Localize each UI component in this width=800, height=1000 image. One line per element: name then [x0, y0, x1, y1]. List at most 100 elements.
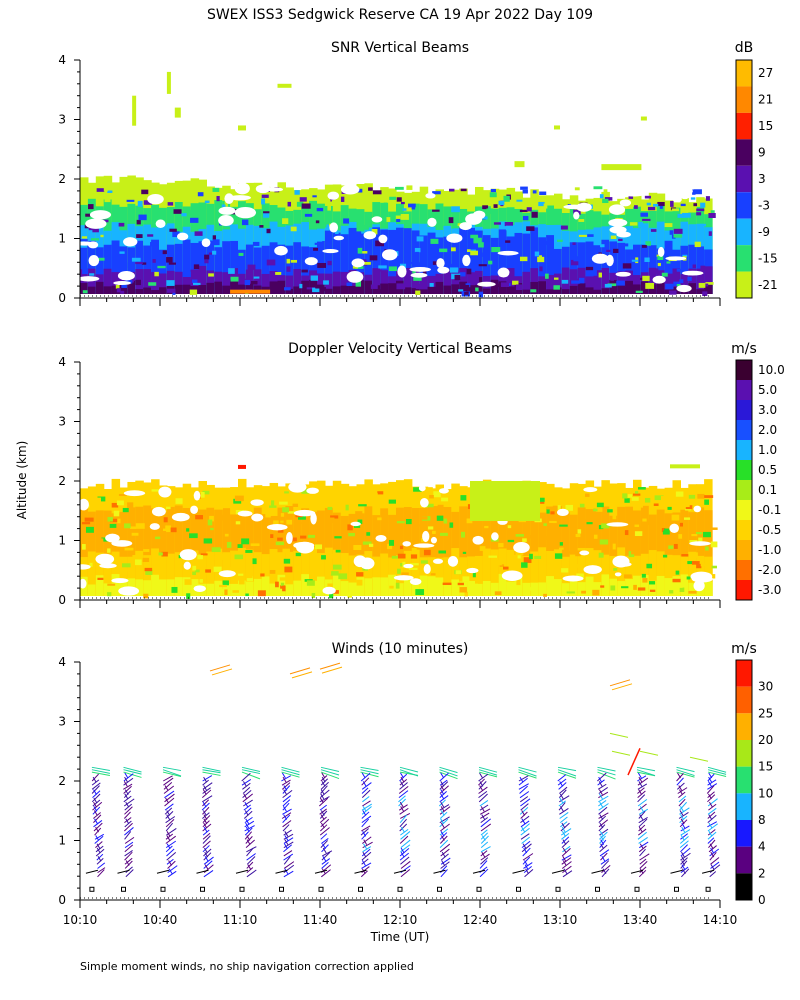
colorbar-label: 21: [758, 93, 773, 107]
field-speckle: [111, 227, 120, 234]
wind-barb-feather: [638, 776, 643, 783]
wind-barb: [93, 814, 102, 823]
colorbar-swatch: [736, 165, 752, 193]
wind-barb: [560, 816, 568, 824]
data-gap: [218, 206, 236, 215]
wind-barb-feather: [562, 847, 567, 854]
wind-barb-feather: [559, 806, 564, 812]
wind-barb: [478, 769, 498, 776]
wind-barb: [91, 766, 110, 771]
wind-barb-feather: [362, 806, 367, 812]
doppler-colorbar-unit: m/s: [731, 341, 757, 357]
data-gap: [425, 192, 436, 199]
wind-barb-feather: [400, 781, 404, 787]
wind-barb-feather: [523, 847, 528, 854]
field-cell: [214, 247, 223, 294]
field-speckle: [388, 539, 395, 546]
field-speckle: [561, 568, 569, 573]
field-speckle: [644, 257, 650, 262]
wind-barb: [166, 858, 174, 865]
field-speckle: [612, 543, 616, 550]
field-speckle: [261, 194, 269, 198]
field-speckle: [194, 231, 203, 236]
field-speckle: [481, 216, 488, 220]
field-speckle: [500, 282, 510, 287]
wind-barb: [361, 848, 371, 857]
field-cell: [230, 583, 239, 596]
wind-barb-feather: [363, 843, 367, 850]
wind-barb-feather: [598, 776, 603, 783]
field-speckle: [407, 261, 413, 265]
wind-barb-feather: [124, 776, 129, 783]
field-cell: [317, 576, 326, 596]
wind-barb: [399, 835, 409, 844]
field-speckle: [161, 551, 168, 557]
data-gap: [111, 578, 129, 584]
field-speckle: [214, 506, 223, 510]
field-speckle: [610, 276, 614, 281]
field-speckle: [378, 265, 387, 269]
colorbar-label: -1.0: [758, 543, 781, 557]
wind-barb: [479, 808, 491, 815]
field-speckle: [413, 276, 422, 281]
field-cell: [475, 583, 484, 596]
field-speckle: [388, 266, 397, 272]
field-speckle: [120, 290, 125, 294]
wind-barb-feather: [320, 814, 325, 820]
echo-patch: [470, 481, 540, 521]
field-cell: [87, 240, 97, 294]
wind-barb: [124, 851, 133, 861]
data-gap: [690, 571, 713, 582]
x-tick-label: 13:10: [543, 913, 578, 927]
field-cell: [459, 281, 468, 294]
field-speckle: [429, 494, 434, 499]
field-cell: [656, 282, 666, 294]
field-cell: [656, 551, 666, 596]
field-speckle: [347, 592, 352, 598]
field-speckle: [459, 203, 469, 209]
wind-barb: [521, 836, 530, 844]
wind-barb: [707, 769, 727, 775]
field-speckle: [466, 518, 473, 524]
y-tick-label: 1: [58, 534, 66, 548]
x-tick-label: 10:40: [143, 913, 178, 927]
colorbar-swatch: [736, 360, 752, 380]
wind-barb: [597, 771, 616, 780]
wind-barb: [123, 766, 142, 773]
data-gap: [606, 254, 614, 267]
field-speckle: [290, 226, 297, 232]
field-speckle: [357, 519, 363, 525]
field-speckle: [386, 217, 391, 222]
data-gap: [322, 249, 339, 254]
wind-barb: [97, 869, 105, 878]
field-speckle: [193, 282, 201, 286]
wind-barb: [202, 799, 210, 807]
field-speckle: [97, 577, 104, 580]
field-speckle: [543, 593, 547, 597]
field-speckle: [644, 195, 651, 199]
data-gap: [250, 499, 264, 506]
field-cell: [664, 513, 674, 596]
wind-barb: [440, 823, 450, 832]
field-cell: [87, 286, 97, 294]
field-cell: [119, 556, 128, 596]
field-cell: [561, 583, 571, 596]
echo-patch: [174, 107, 181, 118]
field-speckle: [90, 238, 100, 241]
field-speckle: [688, 494, 696, 499]
wind-barb: [283, 837, 294, 844]
field-cell: [332, 286, 342, 294]
field-cell: [151, 290, 160, 294]
field-speckle: [573, 256, 583, 262]
field-speckle: [708, 213, 716, 219]
wind-barb-feather: [681, 851, 685, 858]
wind-barb: [165, 822, 174, 832]
field-cell: [490, 549, 500, 596]
field-speckle: [317, 262, 327, 268]
colorbar-swatch: [736, 460, 752, 480]
data-gap: [123, 237, 138, 247]
wind-barb: [399, 814, 408, 823]
field-speckle: [205, 569, 211, 573]
wind-barb-feather: [481, 835, 486, 841]
field-speckle: [415, 251, 419, 255]
